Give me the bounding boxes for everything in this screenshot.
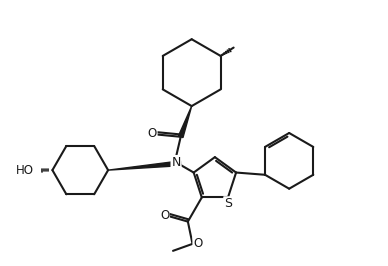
Polygon shape [108, 161, 181, 170]
Polygon shape [178, 106, 192, 138]
Text: O: O [193, 237, 202, 250]
Text: N: N [171, 156, 181, 169]
Text: S: S [224, 197, 232, 210]
Text: O: O [160, 209, 169, 222]
Text: HO: HO [16, 164, 34, 177]
Text: O: O [148, 127, 157, 140]
